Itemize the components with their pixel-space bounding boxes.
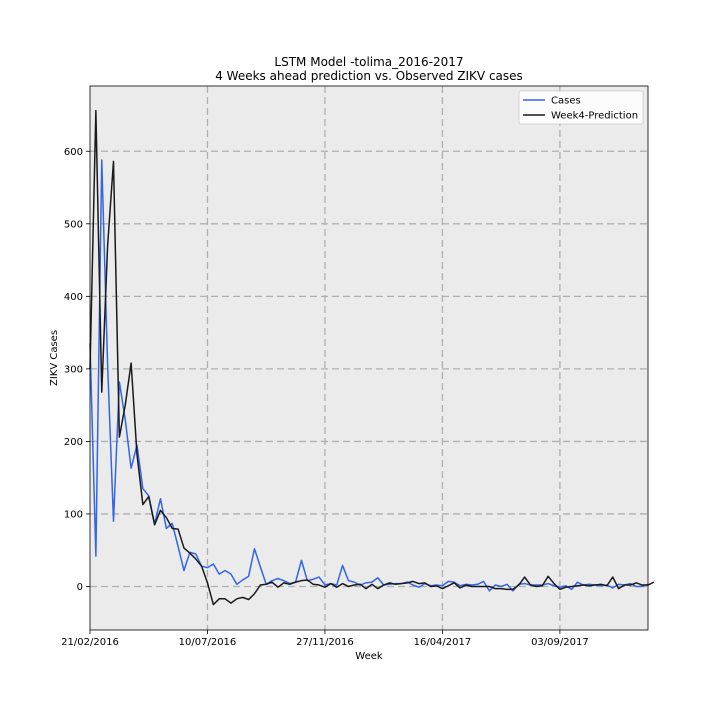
legend: Cases Week4-Prediction — [518, 90, 644, 125]
x-tick-label: 21/02/2016 — [61, 637, 119, 648]
y-tick-label: 300 — [64, 364, 83, 375]
y-tick-label: 400 — [64, 292, 83, 303]
chart-subtitle: 4 Weeks ahead prediction vs. Observed ZI… — [215, 69, 523, 83]
x-tick-label: 03/09/2017 — [531, 637, 589, 648]
y-tick-label: 600 — [64, 147, 83, 158]
plot-background — [90, 86, 648, 630]
legend-box — [518, 90, 644, 125]
grid-lines — [90, 86, 648, 630]
y-tick-label: 500 — [64, 219, 83, 230]
x-tick-label: 27/11/2016 — [296, 637, 354, 648]
y-tick-label: 0 — [77, 582, 83, 593]
x-axis-label: Week — [355, 651, 383, 662]
x-tick-label: 10/07/2016 — [179, 637, 237, 648]
y-axis: 0 100 200 300 400 500 600 — [64, 147, 90, 593]
y-tick-label: 200 — [64, 437, 83, 448]
series-line-cases — [89, 159, 649, 592]
y-axis-label: ZIKV Cases — [49, 330, 60, 386]
plot-area — [90, 86, 648, 630]
x-axis: 21/02/2016 10/07/2016 27/11/2016 16/04/2017… — [61, 630, 589, 648]
y-tick-label: 100 — [64, 509, 83, 520]
legend-label-cases: Cases — [551, 96, 581, 107]
x-tick-label: 16/04/2017 — [414, 637, 472, 648]
plot-frame — [89, 85, 649, 631]
series-layer — [89, 109, 655, 606]
chart-title: LSTM Model -tolima_2016-2017 — [274, 55, 463, 69]
legend-label-prediction: Week4-Prediction — [551, 111, 638, 122]
series-line-week4-prediction — [89, 109, 655, 606]
